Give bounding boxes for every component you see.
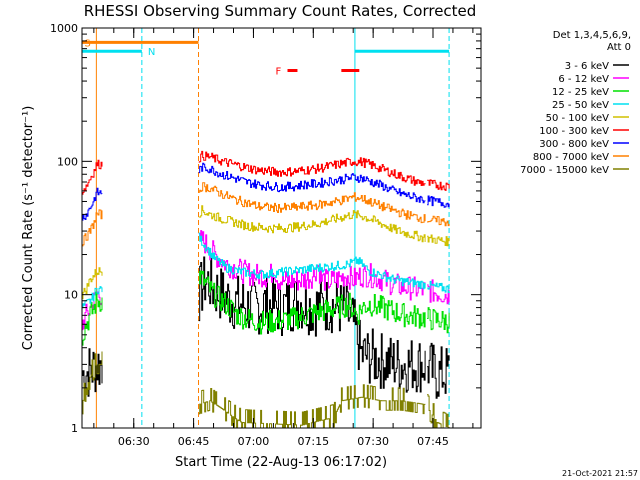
series-line-300-800-kev (82, 162, 450, 221)
series-line-7000-15000-kev (82, 351, 450, 428)
x-tick-label: 06:45 (178, 435, 210, 448)
legend: Det 1,3,4,5,6,9,Att 0 3 - 6 keV 6 - 12 keV… (520, 30, 631, 176)
series-line-50-100-kev (82, 205, 450, 300)
y-tick-label: 1000 (50, 22, 78, 35)
plot-frame (81, 27, 482, 429)
series-layer (82, 150, 450, 428)
x-tick-label: 07:45 (417, 435, 449, 448)
timestamp: 21-Oct-2021 21:57 (562, 469, 638, 478)
y-tick-label: 1 (71, 422, 78, 435)
legend-entry-label: 7000 - 15000 keV (520, 165, 609, 176)
legend-entry-label: 300 - 800 keV (539, 139, 609, 150)
legend-entry-label: 25 - 50 keV (552, 100, 609, 111)
chart-title: RHESSI Observing Summary Count Rates, Co… (84, 2, 477, 20)
legend-entry-label: 100 - 300 keV (539, 126, 609, 137)
saa-flag-label: S (84, 38, 90, 49)
x-tick-label: 07:15 (297, 435, 329, 448)
y-axis-label: Corrected Count Rate (s⁻¹ detector⁻¹) (21, 106, 36, 351)
x-tick-label: 07:30 (357, 435, 389, 448)
legend-entry-label: 3 - 6 keV (565, 61, 609, 72)
flag-layer: S N F (82, 28, 450, 428)
axis-layer: 1 10 100 1000 06:30 06:45 07:00 07:15 07:30 07:45 (50, 22, 481, 448)
x-axis-label: Start Time (22-Aug-13 06:17:02) (175, 455, 387, 470)
night-flag-label: N (148, 47, 155, 58)
legend-entry-label: 12 - 25 keV (552, 87, 609, 98)
y-tick-label: 100 (57, 155, 78, 168)
x-tick-label: 06:30 (118, 435, 150, 448)
legend-entry-label: 800 - 7000 keV (533, 152, 609, 163)
legend-header: Att 0 (607, 42, 631, 53)
legend-header: Det 1,3,4,5,6,9, (553, 30, 631, 41)
x-tick-label: 07:00 (238, 435, 270, 448)
legend-entry-label: 50 - 100 keV (546, 113, 610, 124)
flare-flag-label: F (275, 67, 281, 78)
series-line-800-7000-kev (82, 182, 450, 247)
y-tick-label: 10 (64, 289, 78, 302)
legend-entry-label: 6 - 12 keV (558, 74, 609, 85)
